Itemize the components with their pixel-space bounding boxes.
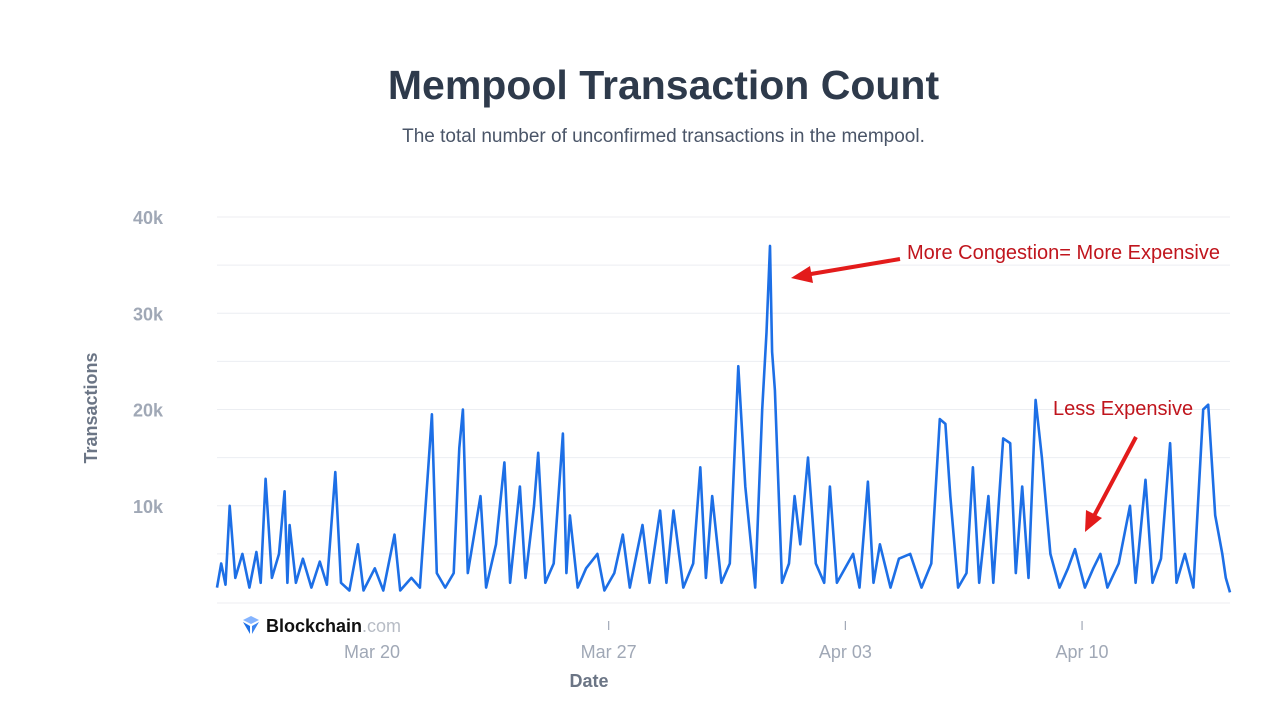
y-axis-label: Transactions xyxy=(81,352,101,463)
logo-suffix: .com xyxy=(362,616,401,636)
x-tick-label: Apr 10 xyxy=(1056,642,1109,662)
annotation-text: More Congestion= More Expensive xyxy=(907,242,1220,264)
x-axis-ticks: Mar 20 Mar 27 Apr 03 Apr 10 xyxy=(344,621,1109,662)
y-axis-ticks: 10k 20k 30k 40k xyxy=(133,208,164,517)
y-tick-label: 20k xyxy=(133,401,164,421)
x-tick-label: Mar 27 xyxy=(581,642,637,662)
arrow-line xyxy=(1092,436,1138,517)
x-tick-label: Apr 03 xyxy=(819,642,872,662)
y-tick-label: 40k xyxy=(133,208,164,228)
gridlines xyxy=(217,216,1230,604)
series-line xyxy=(215,244,1232,593)
x-tick-label: Mar 20 xyxy=(344,642,400,662)
logo-brand: Blockchain xyxy=(266,616,362,636)
blockchain-logo-icon xyxy=(243,616,259,634)
y-tick-label: 30k xyxy=(133,304,164,324)
annotation-less-expensive: Less Expensive xyxy=(1053,398,1193,532)
x-axis-label: Date xyxy=(569,671,608,691)
chart-title: Mempool Transaction Count xyxy=(387,62,940,108)
chart-subtitle: The total number of unconfirmed transact… xyxy=(402,126,925,147)
arrow-head-icon xyxy=(791,266,813,283)
arrow-head-icon xyxy=(1085,510,1102,532)
y-tick-label: 10k xyxy=(133,497,164,517)
arrow-line xyxy=(804,257,901,277)
annotation-more-congestion: More Congestion= More Expensive xyxy=(791,242,1220,283)
annotation-text: Less Expensive xyxy=(1053,398,1193,420)
blockchain-logo: Blockchain .com xyxy=(243,616,401,636)
